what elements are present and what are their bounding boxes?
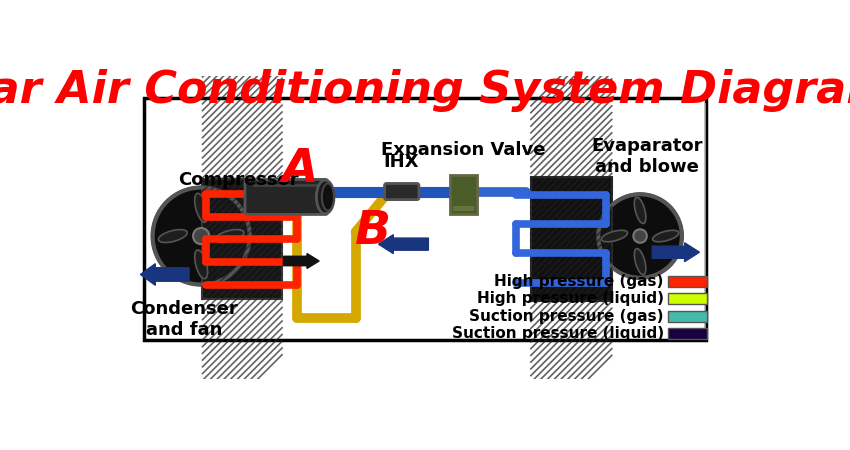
Ellipse shape	[602, 230, 627, 242]
FancyArrow shape	[378, 235, 428, 254]
FancyBboxPatch shape	[453, 206, 473, 211]
FancyArrow shape	[283, 254, 319, 268]
Text: High pressure (liquid): High pressure (liquid)	[477, 291, 664, 306]
FancyBboxPatch shape	[668, 311, 707, 322]
Text: Evaparator
and blowe: Evaparator and blowe	[591, 137, 703, 176]
FancyBboxPatch shape	[384, 184, 419, 200]
Circle shape	[598, 194, 682, 278]
Ellipse shape	[158, 230, 187, 243]
Text: Compressor: Compressor	[178, 171, 298, 189]
FancyBboxPatch shape	[144, 99, 706, 340]
FancyBboxPatch shape	[668, 276, 707, 287]
FancyArrow shape	[652, 243, 700, 261]
Text: Expansion Valve: Expansion Valve	[381, 140, 546, 158]
Text: Suction pressure (liquid): Suction pressure (liquid)	[451, 326, 664, 341]
Text: B: B	[355, 210, 391, 255]
FancyArrow shape	[140, 264, 189, 285]
Text: A: A	[280, 148, 317, 193]
FancyBboxPatch shape	[202, 180, 282, 299]
Ellipse shape	[195, 194, 207, 222]
Text: Condenser
and fan: Condenser and fan	[130, 300, 238, 339]
Ellipse shape	[195, 250, 207, 279]
FancyBboxPatch shape	[668, 328, 707, 339]
Ellipse shape	[634, 248, 646, 275]
Text: IHX: IHX	[383, 153, 419, 171]
Ellipse shape	[322, 184, 334, 211]
FancyBboxPatch shape	[450, 175, 477, 215]
Ellipse shape	[316, 180, 334, 214]
FancyBboxPatch shape	[668, 293, 707, 304]
Ellipse shape	[653, 230, 679, 242]
Circle shape	[153, 188, 250, 284]
Ellipse shape	[634, 198, 646, 224]
Text: Suction pressure (gas): Suction pressure (gas)	[469, 309, 664, 324]
Circle shape	[193, 228, 209, 244]
Circle shape	[633, 230, 647, 243]
Text: Car Air Conditioning System Diagram: Car Air Conditioning System Diagram	[0, 69, 850, 112]
FancyBboxPatch shape	[531, 177, 612, 302]
Ellipse shape	[215, 230, 244, 243]
Text: High pressure (gas): High pressure (gas)	[495, 274, 664, 289]
FancyBboxPatch shape	[245, 180, 328, 215]
